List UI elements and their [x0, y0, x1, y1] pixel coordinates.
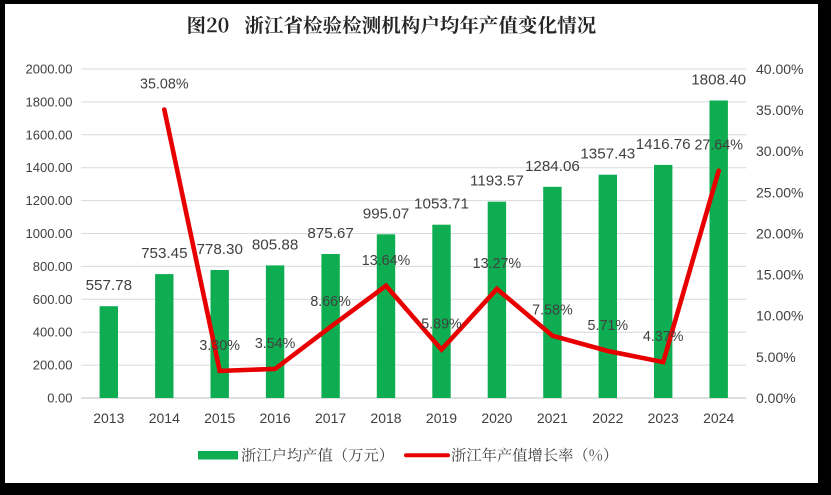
svg-text:20.00%: 20.00%: [756, 225, 803, 241]
svg-text:1600.00: 1600.00: [26, 127, 73, 142]
svg-text:778.30: 778.30: [196, 241, 242, 258]
svg-text:4.37%: 4.37%: [643, 329, 684, 345]
svg-text:35.08%: 35.08%: [140, 77, 189, 93]
svg-text:2022: 2022: [592, 410, 623, 426]
svg-text:1053.71: 1053.71: [414, 196, 469, 213]
svg-text:5.00%: 5.00%: [756, 349, 796, 365]
svg-text:800.00: 800.00: [33, 259, 73, 274]
svg-text:7.58%: 7.58%: [532, 303, 573, 319]
svg-text:1357.43: 1357.43: [580, 146, 635, 163]
svg-text:400.00: 400.00: [33, 325, 73, 340]
svg-text:5.71%: 5.71%: [588, 318, 629, 334]
svg-text:8.66%: 8.66%: [310, 294, 351, 310]
svg-text:35.00%: 35.00%: [756, 102, 803, 118]
svg-text:557.78: 557.78: [86, 277, 132, 294]
svg-text:2020: 2020: [481, 410, 512, 426]
svg-text:2017: 2017: [315, 410, 346, 426]
svg-text:1400.00: 1400.00: [26, 160, 73, 175]
svg-text:1808.40: 1808.40: [691, 72, 746, 89]
svg-text:1200.00: 1200.00: [26, 193, 73, 208]
svg-text:27.64%: 27.64%: [694, 138, 743, 154]
svg-text:10.00%: 10.00%: [756, 308, 803, 324]
svg-text:200.00: 200.00: [33, 358, 73, 373]
svg-text:25.00%: 25.00%: [756, 184, 803, 200]
svg-text:2016: 2016: [260, 410, 291, 426]
svg-text:3.54%: 3.54%: [255, 336, 296, 352]
svg-text:875.67: 875.67: [307, 225, 353, 242]
svg-text:2014: 2014: [149, 410, 180, 426]
svg-text:753.45: 753.45: [141, 245, 187, 262]
svg-text:1284.06: 1284.06: [525, 158, 580, 175]
svg-text:2000.00: 2000.00: [26, 62, 73, 77]
svg-text:1000.00: 1000.00: [26, 226, 73, 241]
svg-text:1800.00: 1800.00: [26, 94, 73, 109]
svg-text:13.64%: 13.64%: [362, 253, 411, 269]
svg-text:2018: 2018: [370, 410, 401, 426]
svg-text:15.00%: 15.00%: [756, 267, 803, 283]
svg-text:1416.76: 1416.76: [636, 136, 691, 153]
svg-text:0.00%: 0.00%: [756, 390, 796, 406]
svg-text:0.00: 0.00: [47, 391, 72, 406]
svg-text:3.30%: 3.30%: [199, 338, 240, 354]
svg-text:1193.57: 1193.57: [470, 173, 524, 190]
svg-text:40.00%: 40.00%: [756, 61, 803, 77]
svg-text:995.07: 995.07: [363, 205, 409, 222]
svg-text:805.88: 805.88: [252, 236, 298, 253]
svg-text:2013: 2013: [93, 410, 124, 426]
svg-text:600.00: 600.00: [33, 292, 73, 307]
svg-text:5.89%: 5.89%: [421, 317, 462, 333]
svg-text:2023: 2023: [648, 410, 679, 426]
svg-text:2021: 2021: [537, 410, 568, 426]
svg-text:2015: 2015: [204, 410, 235, 426]
svg-text:2024: 2024: [703, 410, 734, 426]
svg-text:13.27%: 13.27%: [473, 256, 522, 272]
svg-text:2019: 2019: [426, 410, 457, 426]
svg-text:30.00%: 30.00%: [756, 143, 803, 159]
